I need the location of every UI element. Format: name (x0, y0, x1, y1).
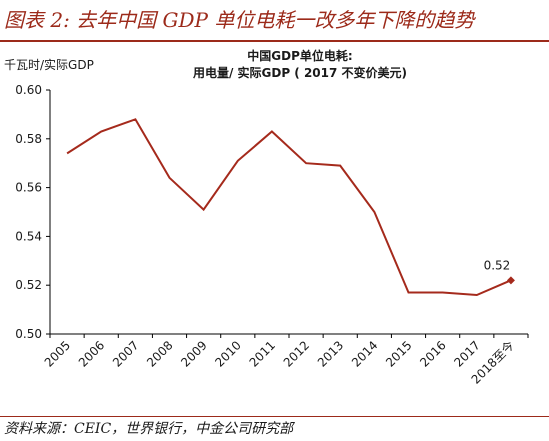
x-tick-label: 2016 (417, 338, 448, 369)
x-tick-label: 2011 (247, 338, 278, 369)
y-tick-label: 0.60 (15, 83, 42, 97)
x-tick-label: 2014 (349, 338, 380, 369)
x-axis-ticks: 2005 2006 2007 2008 2009 2010 2011 2012 2013 2014… (42, 334, 529, 387)
x-tick-label: 2009 (178, 338, 209, 369)
chart-axes (49, 90, 528, 335)
line-chart: 中国GDP单位电耗: 用电量/ 实际GDP ( 2017 不变价美元) 千瓦时/… (4, 48, 529, 387)
series-markers (506, 276, 515, 285)
source-divider (0, 416, 549, 417)
x-tick-label: 2006 (76, 338, 107, 369)
series-line (66, 118, 512, 297)
x-tick-label: 2015 (383, 338, 414, 369)
y-tick-label: 0.50 (15, 327, 42, 341)
y-tick-label: 0.54 (15, 229, 42, 243)
chart-title-line1: 中国GDP单位电耗: (247, 48, 352, 63)
y-axis-label: 千瓦时/实际GDP (4, 57, 94, 72)
chart-title-line2: 用电量/ 实际GDP ( 2017 不变价美元) (192, 65, 407, 80)
x-tick-label: 2007 (110, 338, 141, 369)
source-note: 资料来源：CEIC，世界银行，中金公司研究部 (4, 421, 294, 437)
x-tick-label: 2010 (212, 338, 243, 369)
title-divider (0, 40, 549, 42)
y-tick-label: 0.58 (15, 132, 42, 146)
figure-title: 图表 2: 去年中国 GDP 单位电耗一改多年下降的趋势 (4, 8, 475, 32)
y-axis-ticks: 0.60 0.58 0.56 0.54 0.52 0.50 (15, 83, 50, 341)
y-tick-label: 0.56 (15, 181, 42, 195)
last-point-label: 0.52 (484, 258, 511, 272)
y-tick-label: 0.52 (15, 278, 42, 292)
x-tick-label: 2008 (144, 338, 175, 369)
x-tick-label: 2005 (42, 338, 73, 369)
x-tick-label: 2012 (281, 338, 312, 369)
x-tick-label: 2013 (315, 338, 346, 369)
x-tick-label: 2017 (451, 338, 482, 369)
last-point-marker (506, 276, 515, 285)
